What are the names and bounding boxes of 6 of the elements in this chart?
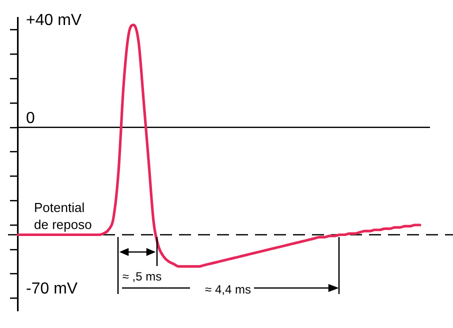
- y-tick-label: -70 mV: [26, 280, 78, 298]
- annotation: ≈ 4,4 ms: [205, 282, 251, 296]
- annotation: ≈ ,5 ms: [122, 269, 162, 284]
- y-tick-label: +40 mV: [26, 12, 82, 30]
- ref-line-label: Potential de reposo: [34, 200, 92, 232]
- y-tick-label: 0: [26, 110, 35, 127]
